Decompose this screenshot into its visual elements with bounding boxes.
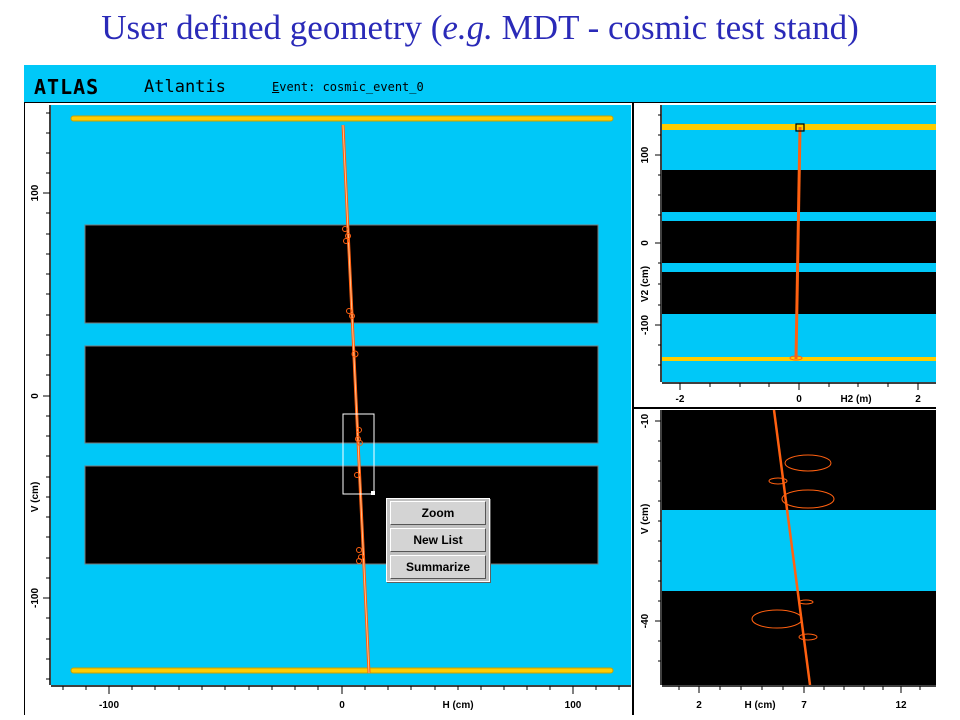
mdt-chamber-middle [84,345,599,444]
bottom-right-x-ticks [678,686,921,693]
top-right-x-ticks [679,383,919,390]
event-label-mnemonic: E [272,80,280,94]
top-right-x-tick-3: 2 [915,394,921,405]
mdt-chamber-top [84,224,599,324]
top-right-y-tick-2: 0 [640,240,651,246]
bottom-right-gap-region [662,510,936,591]
bottom-right-x-tick-1: 2 [696,700,702,711]
main-y-ticks [43,112,50,680]
bottom-right-view[interactable]: -10 -40 V (cm) 2 7 12 H (cm) [634,409,936,715]
top-right-track [794,126,802,360]
zoom-selection-box[interactable] [342,413,375,495]
main-x-tick-2: 0 [339,700,345,711]
top-right-x-axis-label: H2 (m) [840,394,871,405]
bottom-right-track [772,409,812,686]
top-right-hit-top [795,123,805,132]
top-right-bottom-scintillator [662,357,936,361]
bottom-right-x-tick-2: 7 [801,700,807,711]
title-suffix: MDT - cosmic test stand) [492,8,859,47]
main-y-axis-label: V (cm) [30,482,41,513]
main-x-tick-1: -100 [99,700,119,711]
bottom-right-y-tick-2: -40 [640,613,651,628]
bottom-right-y-axis-label: V (cm) [640,504,651,535]
atlantis-logo: Atlantis [144,77,226,97]
top-right-chamber-3 [662,272,936,314]
top-right-x-tick-2: 0 [796,394,802,405]
main-x-tick-3: 100 [565,700,582,711]
new-list-menu-item[interactable]: New List [390,528,486,552]
top-right-hit-bottom [789,355,803,361]
event-label: Event: cosmic_event_0 [272,80,424,94]
bottom-right-x-axis-label: H (cm) [744,700,775,711]
top-right-y-tick-1: 100 [640,146,651,163]
top-right-y-ticks [655,114,661,366]
atlas-logo: ATLAS [34,75,100,99]
main-x-ticks [62,686,620,694]
drift-hits-main [342,226,364,564]
summarize-menu-item[interactable]: Summarize [390,555,486,579]
context-menu: Zoom New List Summarize [386,498,490,582]
main-y-tick-2: 0 [30,393,41,399]
top-right-y-axis-label: V2 (cm) [640,266,651,302]
selection-handle[interactable] [371,491,375,495]
main-x-axis-label: H (cm) [442,700,473,711]
zoom-menu-item[interactable]: Zoom [390,501,486,525]
title-prefix: User defined geometry ( [101,8,443,47]
slide-title: User defined geometry (e.g. MDT - cosmic… [0,8,960,48]
top-scintillator [70,115,614,122]
app-header: ATLAS Atlantis Event: cosmic_event_0 [24,65,936,102]
top-right-view[interactable]: 100 0 -100 V2 (cm) -2 0 2 H2 (m) [634,103,936,407]
event-label-text: vent: cosmic_event_0 [279,80,424,94]
bottom-right-x-tick-3: 12 [895,700,907,711]
main-y-tick-3: -100 [30,588,41,608]
bottom-scintillator [70,667,614,674]
main-view[interactable]: 100 0 -100 V (cm) -100 0 100 H (cm) [25,103,632,715]
top-right-x-tick-1: -2 [676,394,685,405]
top-right-y-tick-3: -100 [640,315,651,335]
drift-hits-zoom [751,454,835,641]
bottom-right-y-ticks [655,420,661,662]
title-italic: e.g. [442,8,493,47]
mdt-chamber-bottom [84,465,599,565]
main-y-tick-1: 100 [30,184,41,201]
bottom-right-y-tick-1: -10 [640,413,651,428]
